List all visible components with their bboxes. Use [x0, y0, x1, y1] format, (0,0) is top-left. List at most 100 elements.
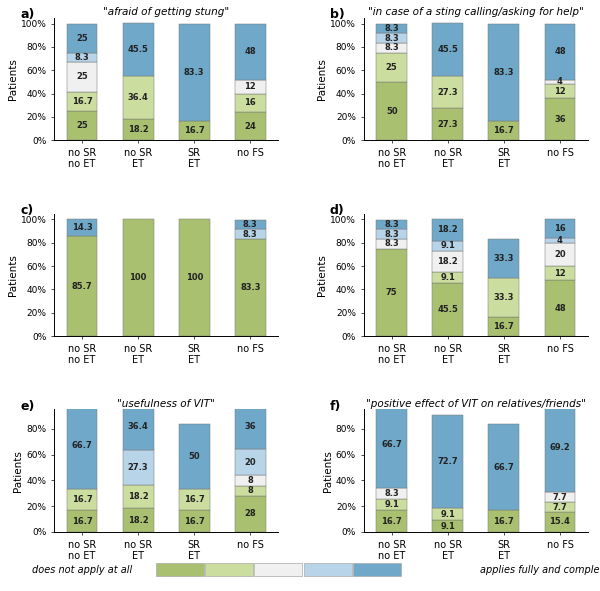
Text: 18.2: 18.2	[128, 492, 149, 501]
Bar	[235, 403, 266, 449]
Bar	[376, 511, 407, 532]
Bar	[235, 239, 266, 336]
Bar	[67, 236, 97, 336]
Text: applies fully and completely: applies fully and completely	[480, 565, 600, 574]
Text: 16.7: 16.7	[184, 126, 205, 135]
Text: f): f)	[330, 400, 341, 413]
Text: does not apply at all: does not apply at all	[32, 565, 132, 574]
Bar	[488, 24, 519, 121]
Text: 36.4: 36.4	[128, 93, 149, 102]
Bar	[545, 24, 575, 80]
Text: 66.7: 66.7	[493, 463, 514, 472]
Text: 45.5: 45.5	[128, 46, 149, 54]
Text: 4: 4	[557, 236, 563, 245]
Text: 12: 12	[244, 82, 256, 91]
Bar	[235, 24, 266, 80]
Text: 25: 25	[76, 73, 88, 82]
Bar	[235, 80, 266, 93]
Bar	[433, 241, 463, 251]
Title: "usefulness of VIT": "usefulness of VIT"	[118, 399, 215, 409]
Text: 14.3: 14.3	[71, 223, 92, 232]
Text: 16.7: 16.7	[493, 322, 514, 331]
Text: 16: 16	[244, 98, 256, 108]
Text: 45.5: 45.5	[437, 305, 458, 314]
Bar	[235, 229, 266, 239]
Text: e): e)	[20, 400, 35, 413]
Bar	[545, 492, 575, 502]
Text: 8.3: 8.3	[385, 489, 399, 498]
Bar	[179, 121, 209, 140]
Bar	[179, 219, 209, 336]
Text: 100: 100	[130, 273, 147, 282]
Text: 16.7: 16.7	[493, 126, 514, 135]
Text: 28: 28	[245, 509, 256, 518]
Y-axis label: Patients: Patients	[8, 254, 18, 296]
Bar	[488, 511, 519, 532]
Text: 72.7: 72.7	[437, 457, 458, 466]
Bar	[67, 53, 97, 63]
Bar	[67, 403, 97, 489]
Bar	[376, 499, 407, 511]
Text: 18.2: 18.2	[128, 125, 149, 134]
Bar	[433, 520, 463, 532]
Bar	[488, 278, 519, 317]
Bar	[235, 475, 266, 486]
Bar	[123, 24, 154, 76]
Text: 36: 36	[554, 115, 566, 124]
Text: 8.3: 8.3	[385, 239, 399, 248]
Text: 9.1: 9.1	[440, 521, 455, 531]
Bar	[488, 239, 519, 278]
Text: 8.3: 8.3	[385, 220, 399, 229]
Text: 7.7: 7.7	[553, 493, 568, 502]
Bar	[67, 24, 97, 53]
Text: 83.3: 83.3	[494, 67, 514, 77]
Y-axis label: Patients: Patients	[317, 254, 328, 296]
Text: 8.3: 8.3	[385, 24, 399, 33]
Text: 48: 48	[554, 304, 566, 313]
Y-axis label: Patients: Patients	[13, 450, 23, 492]
Bar	[545, 98, 575, 140]
Text: 16.7: 16.7	[184, 517, 205, 525]
Bar	[545, 80, 575, 84]
Bar	[67, 111, 97, 140]
Bar	[545, 238, 575, 243]
Text: 8.3: 8.3	[243, 229, 257, 239]
Bar	[545, 280, 575, 336]
Bar	[376, 82, 407, 140]
Title: "in case of a sting calling/asking for help": "in case of a sting calling/asking for h…	[368, 7, 584, 17]
Bar	[123, 219, 154, 336]
Bar	[433, 219, 463, 241]
Bar	[545, 502, 575, 512]
Text: 16.7: 16.7	[382, 517, 402, 525]
Text: c): c)	[20, 204, 34, 217]
Bar	[235, 112, 266, 140]
Bar	[433, 272, 463, 283]
Text: 20: 20	[554, 250, 566, 259]
Text: d): d)	[330, 204, 345, 217]
Text: 48: 48	[554, 47, 566, 56]
Text: 8.3: 8.3	[385, 34, 399, 43]
Text: 18.2: 18.2	[437, 225, 458, 235]
Text: 16.7: 16.7	[184, 495, 205, 504]
Text: 16.7: 16.7	[71, 495, 92, 504]
Text: 8: 8	[247, 486, 253, 495]
Text: 15.4: 15.4	[550, 518, 571, 527]
Text: 45.5: 45.5	[437, 46, 458, 54]
Bar	[488, 424, 519, 511]
Text: 20: 20	[245, 458, 256, 467]
Text: 69.2: 69.2	[550, 443, 571, 452]
Title: "positive effect of VIT on relatives/friends": "positive effect of VIT on relatives/fri…	[366, 399, 586, 409]
Bar	[376, 249, 407, 336]
Text: 66.7: 66.7	[382, 440, 402, 450]
Bar	[67, 511, 97, 532]
Bar	[545, 84, 575, 98]
Bar	[376, 219, 407, 229]
Text: 85.7: 85.7	[72, 281, 92, 291]
Bar	[376, 488, 407, 499]
Text: 9.1: 9.1	[384, 500, 399, 509]
Bar	[433, 108, 463, 140]
Bar	[488, 317, 519, 336]
Bar	[235, 449, 266, 475]
Text: 100: 100	[185, 273, 203, 282]
Text: 75: 75	[386, 288, 397, 297]
